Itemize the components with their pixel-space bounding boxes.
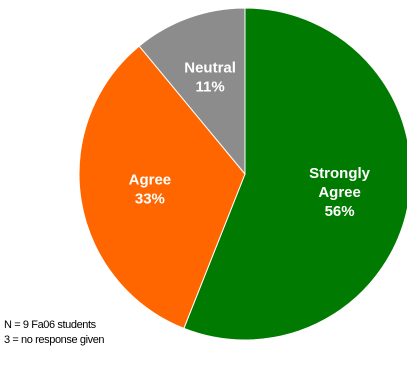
slice-label-agree: Agree 33% — [129, 172, 172, 208]
slice-name-neutral: Neutral — [184, 60, 236, 77]
slice-name-agree: Agree — [129, 172, 172, 189]
pie-slice-strongly-agree — [183, 7, 407, 341]
footnote-no-response: 3 = no response given — [4, 334, 105, 346]
slice-value-strongly-agree: 56% — [325, 203, 355, 220]
pie-slice-neutral — [138, 7, 246, 176]
slice-value-agree: 33% — [135, 191, 165, 208]
slice-label-neutral: Neutral 11% — [184, 60, 236, 96]
slice-name-strongly-agree: Strongly — [309, 165, 370, 182]
slice-label-strongly-agree: Strongly Agree 56% — [309, 165, 370, 220]
pie-slice-agree — [78, 45, 246, 329]
footnote-sample-size: N = 9 Fa06 students — [4, 319, 96, 331]
slice-name-strongly-agree: Agree — [318, 184, 361, 201]
slice-value-neutral: 11% — [195, 79, 224, 96]
